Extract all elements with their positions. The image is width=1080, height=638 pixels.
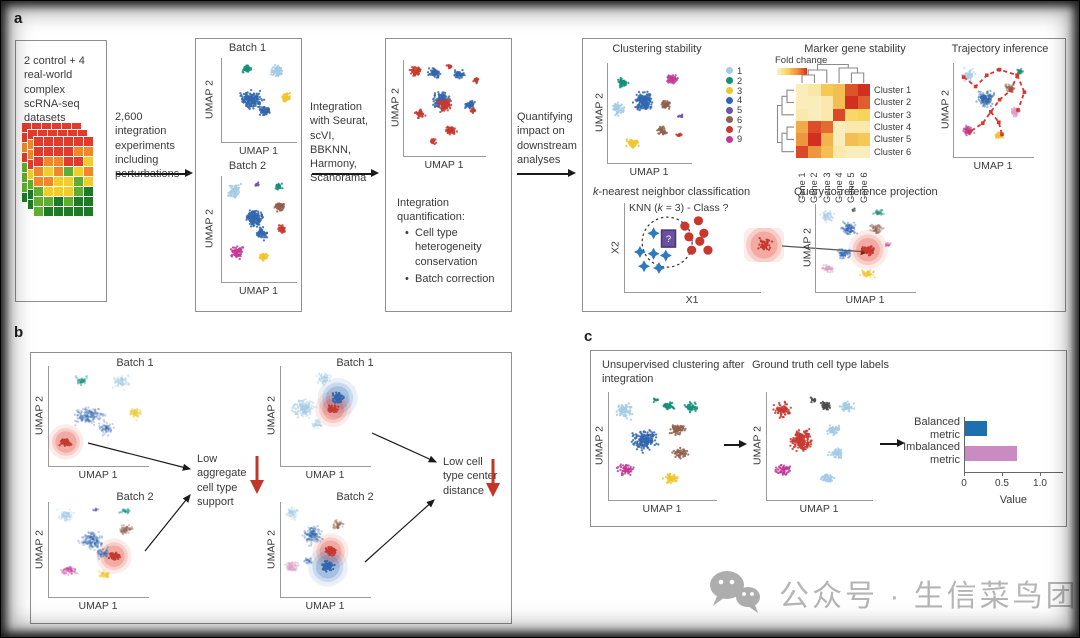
- projection-arrow-icon: [782, 245, 870, 256]
- watermark-text: 公众号 · 生信菜鸟团: [779, 580, 1079, 613]
- x-axis-label: UMAP 1: [629, 166, 669, 178]
- integration-quant-title: Integration quantification:: [397, 197, 465, 224]
- x-axis-label: UMAP 1: [78, 600, 118, 612]
- umap-b1-batch2: [48, 502, 149, 598]
- umap-clustering-stability: [607, 63, 692, 164]
- umap-trajectory: [953, 63, 1034, 158]
- arrow1-right-icon: [116, 169, 193, 177]
- umap-b1-batch1: [48, 366, 149, 467]
- x-axis-label: UMAP 1: [78, 469, 118, 481]
- arrow1-text: 2,600 integration experiments including …: [115, 111, 179, 180]
- knn-plot: ?: [624, 203, 761, 293]
- svg-text:?: ?: [666, 234, 671, 245]
- marker-gene-title: Marker gene stability: [804, 43, 906, 55]
- umap-a-integrated: [403, 60, 486, 157]
- clustering-stability-title: Clustering stability: [612, 43, 702, 55]
- x2-axis-label: X2: [609, 241, 622, 254]
- trajectory-title: Trajectory inference: [951, 43, 1049, 55]
- red-down-arrow-icon: [250, 456, 264, 494]
- batch1-title: Batch 1: [228, 42, 267, 54]
- umap-b2-batch1: [280, 366, 371, 467]
- ground-truth-title: Ground truth cell type labels: [752, 359, 889, 371]
- x-axis-label: UMAP 1: [642, 503, 682, 515]
- fold-change-gradient: [777, 68, 807, 75]
- y-axis-label: UMAP 2: [939, 90, 952, 130]
- umap-c-unsupervised: [608, 392, 717, 501]
- wechat-icon: [710, 571, 760, 613]
- watermark: 公众号 · 生信菜鸟团: [705, 566, 1079, 620]
- panel-b-label: b: [14, 324, 24, 341]
- low-center-text: Low cell type center distance: [443, 456, 498, 497]
- y-axis-label: UMAP 2: [593, 93, 606, 133]
- x-axis-label: UMAP 1: [305, 469, 345, 481]
- batch2-title: Batch 2: [336, 491, 374, 503]
- y-axis-label: UMAP 2: [801, 228, 814, 268]
- y-axis-label: UMAP 2: [751, 426, 764, 466]
- batch2-title: Batch 2: [116, 491, 154, 503]
- batch1-title: Batch 1: [116, 357, 154, 369]
- arrow2-text: Integration with Seurat, scVI, BBKNN, Ha…: [310, 101, 369, 185]
- integration-quant-bullets: Cell type heterogeneity conservation Bat…: [404, 226, 504, 289]
- y-axis-label: UMAP 2: [203, 209, 216, 249]
- x-axis-label: UMAP 1: [799, 503, 839, 515]
- heatmap-row-labels: Cluster 1 Cluster 2 Cluster 3 Cluster 4 Clus…: [874, 85, 912, 157]
- marker-gene-heatmap: [796, 84, 870, 158]
- arrow3-text: Quantifying impact on downstream analyse…: [517, 111, 577, 166]
- y-axis-label: UMAP 2: [389, 88, 402, 128]
- x-axis-label: UMAP 1: [424, 159, 464, 171]
- datasets-text: 2 control + 4 real-world complex scRNA-s…: [24, 55, 85, 125]
- x-axis-label: UMAP 1: [973, 160, 1013, 172]
- query-projection-title: Query-to-reference projection: [794, 186, 938, 198]
- batches-box: [195, 38, 302, 312]
- panel-a-label: a: [14, 10, 23, 27]
- x-axis-label: UMAP 1: [239, 285, 278, 297]
- x-axis-label: UMAP 1: [845, 294, 885, 306]
- metric-bar-chart: Balanced metric Imbalanced metric 0 0.5 1.0 V…: [890, 414, 1065, 512]
- umap-b2-batch2: [280, 502, 371, 598]
- arrow-right-icon: [724, 440, 747, 448]
- umap-a-batch2: [221, 176, 297, 283]
- low-aggregate-text: Low aggregate cell type support: [197, 453, 247, 508]
- y-axis-label: UMAP 2: [593, 426, 606, 466]
- flow-arrows-icon: [87, 432, 438, 563]
- arrow-right-icon: [880, 439, 905, 447]
- red-down-arrow-icon: [486, 459, 500, 497]
- panel-c-label: c: [584, 328, 593, 345]
- fold-change-label: Fold change: [775, 55, 828, 66]
- x-axis-label: UMAP 1: [239, 145, 278, 157]
- knn-inner-title: KNN (k = 3) - Class ?: [629, 202, 729, 214]
- column-dendrogram-icon: [801, 63, 865, 83]
- batch2-title: Batch 2: [228, 160, 267, 172]
- knn-title: k-nearest neighbor classification: [593, 186, 751, 198]
- query-cells-blob: [744, 228, 784, 262]
- panel-c-box: [590, 350, 1067, 527]
- umap-query-projection: [815, 204, 916, 293]
- umap-c-truth: [766, 392, 873, 501]
- bullet-item: Batch correction: [404, 272, 504, 287]
- arrow3-right-icon: [517, 169, 576, 177]
- umap-a-batch1: [221, 58, 297, 143]
- row-dendrogram-icon: [776, 89, 794, 153]
- bullet-item: Cell type heterogeneity conservation: [404, 226, 504, 269]
- x1-axis-label: X1: [685, 294, 699, 306]
- batch1-title: Batch 1: [336, 357, 374, 369]
- unsupervised-title: Unsupervised clustering after integratio…: [602, 359, 745, 386]
- arrow2-right-icon: [312, 169, 379, 177]
- datasets-heatmap-icon: [21, 122, 99, 222]
- y-axis-label: UMAP 2: [203, 80, 216, 120]
- panel-b-box: [30, 352, 512, 624]
- x-axis-label: UMAP 1: [305, 600, 345, 612]
